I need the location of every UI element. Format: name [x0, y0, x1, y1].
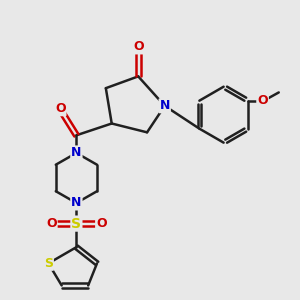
Text: S: S: [71, 217, 81, 231]
Text: O: O: [46, 217, 57, 230]
Text: N: N: [71, 196, 82, 209]
Text: O: O: [257, 94, 268, 107]
Text: N: N: [71, 146, 82, 159]
Text: S: S: [44, 257, 53, 270]
Text: O: O: [96, 217, 107, 230]
Text: O: O: [55, 102, 65, 115]
Text: N: N: [160, 99, 170, 112]
Text: O: O: [133, 40, 143, 53]
